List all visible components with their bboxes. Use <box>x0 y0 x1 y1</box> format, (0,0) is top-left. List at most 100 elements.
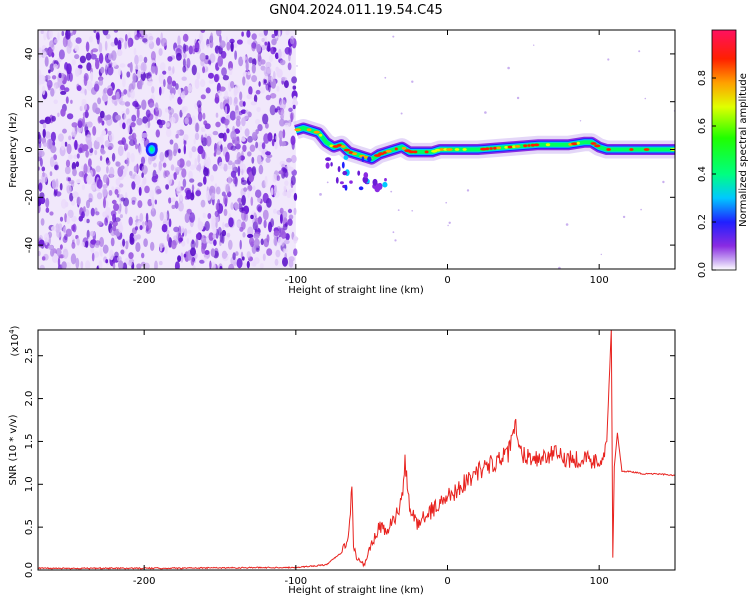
noise-speck <box>41 85 46 96</box>
noise-speck <box>273 208 277 214</box>
noise-speck <box>272 48 276 54</box>
noise-speck <box>292 85 297 90</box>
noise-speck <box>90 207 95 217</box>
faint-speck <box>411 210 414 212</box>
noise-speck <box>286 190 292 199</box>
noise-speck <box>127 37 131 48</box>
noise-speck <box>83 217 87 223</box>
noise-speck <box>105 207 111 216</box>
noise-speck <box>121 137 126 146</box>
noise-speck <box>84 209 90 217</box>
noise-speck <box>102 244 109 254</box>
ridge-hot-spot <box>343 148 351 152</box>
noise-speck <box>70 99 73 104</box>
noise-speck <box>251 75 258 83</box>
noise-speck <box>42 122 47 129</box>
noise-speck <box>279 59 286 66</box>
noise-speck <box>59 183 63 191</box>
noise-speck <box>42 128 46 138</box>
noise-speck <box>266 234 270 243</box>
noise-speck <box>274 140 278 150</box>
noise-speck <box>222 75 229 81</box>
faint-speck <box>484 111 487 114</box>
noise-speck <box>234 136 240 147</box>
noise-speck <box>136 117 143 126</box>
noise-speck <box>284 180 289 186</box>
noise-speck <box>152 162 157 168</box>
noise-speck <box>265 122 269 129</box>
noise-speck <box>259 263 264 269</box>
noise-speck <box>274 184 277 194</box>
noise-speck <box>293 192 298 201</box>
noise-speck <box>208 232 214 241</box>
noise-speck <box>278 130 284 140</box>
noise-speck <box>159 86 162 96</box>
noise-speck <box>60 140 65 151</box>
noise-speck <box>265 61 272 69</box>
noise-speck <box>49 211 54 216</box>
noise-speck <box>160 37 168 47</box>
noise-speck <box>205 135 212 147</box>
noise-speck <box>166 230 170 235</box>
noise-speck <box>100 147 105 154</box>
noise-speck <box>275 135 279 141</box>
noise-speck <box>106 166 109 174</box>
noise-speck <box>230 202 234 210</box>
y-tick-label: -40 <box>24 237 35 253</box>
noise-speck <box>96 34 100 45</box>
noise-speck <box>161 224 168 233</box>
noise-speck <box>136 70 141 79</box>
noise-speck <box>124 41 128 50</box>
noise-speck <box>290 112 294 123</box>
noise-speck <box>142 116 148 124</box>
noise-speck <box>247 38 253 45</box>
noise-speck <box>110 210 117 217</box>
y-tick-label: -20 <box>24 189 35 205</box>
noise-speck <box>169 139 174 145</box>
noise-speck <box>255 89 261 95</box>
ridge-drip <box>325 157 332 162</box>
noise-speck <box>49 40 55 48</box>
noise-speck <box>247 226 254 237</box>
noise-speck <box>151 86 155 94</box>
noise-speck <box>256 43 262 54</box>
noise-speck <box>52 140 56 147</box>
noise-speck <box>126 71 131 78</box>
spectrogram-y-label: Frequency (Hz) <box>8 112 19 188</box>
ridge-hot-spot <box>527 144 531 147</box>
noise-speck <box>108 132 115 143</box>
noise-speck <box>43 142 48 147</box>
noise-speck <box>59 216 64 222</box>
noise-speck <box>101 129 107 136</box>
noise-speck <box>277 48 282 60</box>
noise-speck <box>169 92 173 101</box>
noise-speck <box>234 50 238 60</box>
noise-speck <box>198 32 204 42</box>
noise-speck <box>44 116 52 125</box>
noise-speck <box>233 86 238 96</box>
noise-speck <box>129 170 133 176</box>
noise-speck <box>253 238 260 247</box>
noise-speck <box>91 48 99 53</box>
noise-speck <box>275 66 280 73</box>
noise-speck <box>105 63 108 70</box>
noise-speck <box>40 218 45 226</box>
y-tick-label: 20 <box>24 95 35 108</box>
noise-speck <box>247 135 254 143</box>
noise-speck <box>186 57 191 69</box>
faint-speck <box>638 50 641 53</box>
noise-speck <box>196 72 201 80</box>
noise-speck <box>71 235 74 241</box>
noise-speck <box>51 75 57 80</box>
noise-speck <box>139 225 143 231</box>
noise-speck <box>117 260 124 269</box>
noise-speck <box>102 30 109 36</box>
noise-speck <box>135 143 139 150</box>
noise-speck <box>223 208 228 217</box>
noise-speck <box>183 253 187 258</box>
noise-speck <box>282 168 288 174</box>
noise-speck <box>286 157 292 163</box>
noise-speck <box>73 154 78 159</box>
noise-speck <box>282 210 288 220</box>
noise-speck <box>246 251 251 259</box>
